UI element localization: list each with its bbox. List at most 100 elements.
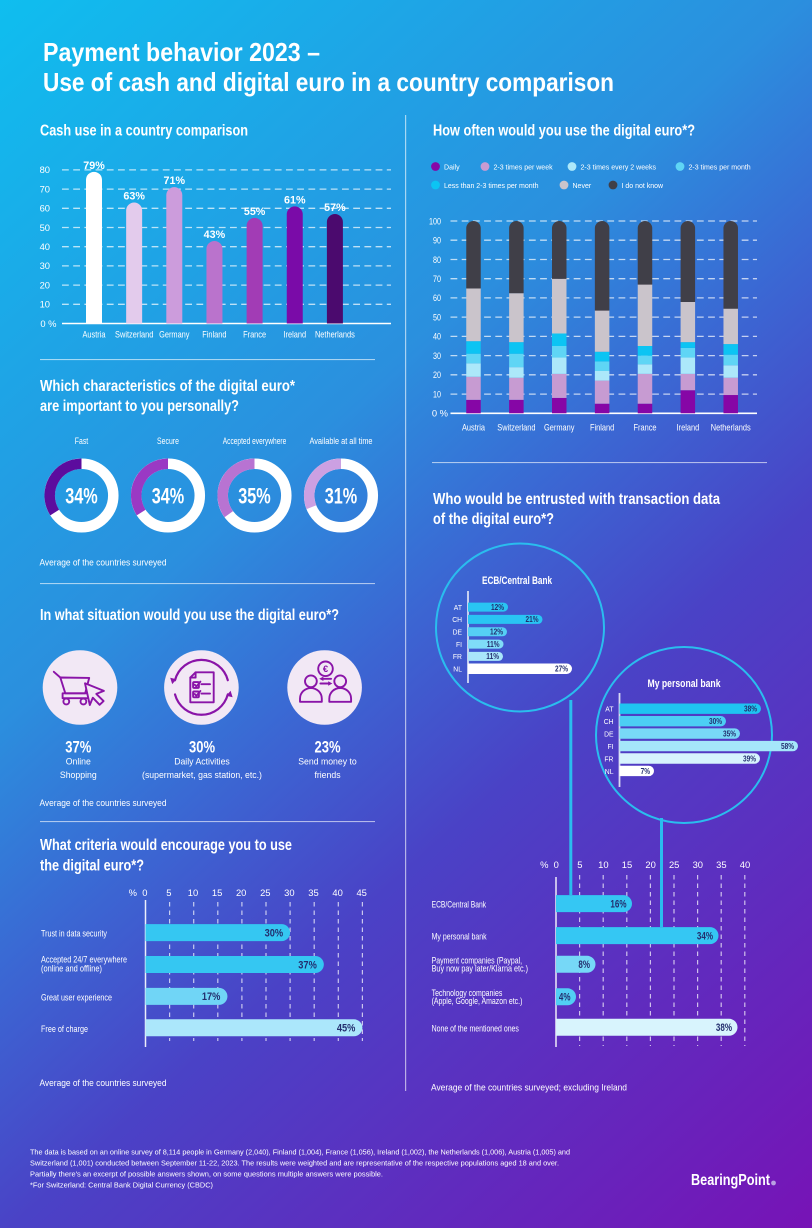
svg-text:30: 30 [693, 859, 703, 870]
svg-text:90: 90 [433, 235, 441, 246]
svg-text:63%: 63% [123, 191, 145, 203]
svg-text:8%: 8% [578, 959, 590, 971]
svg-text:55%: 55% [244, 206, 266, 218]
svg-text:11%: 11% [486, 652, 499, 661]
svg-text:CH: CH [604, 717, 614, 726]
svg-text:My personal bank: My personal bank [432, 932, 487, 942]
svg-text:(online and offline): (online and offline) [41, 963, 102, 973]
svg-text:France: France [634, 423, 657, 433]
svg-text:37%: 37% [65, 738, 91, 756]
svg-text:35: 35 [308, 887, 318, 898]
svg-text:17%: 17% [202, 991, 221, 1003]
svg-text:12%: 12% [490, 628, 503, 637]
svg-text:40: 40 [433, 331, 441, 342]
svg-text:Available at all time: Available at all time [310, 436, 373, 446]
svg-text:Germany: Germany [544, 423, 575, 433]
svg-text:15: 15 [622, 859, 632, 870]
svg-text:12%: 12% [491, 603, 504, 612]
svg-text:40: 40 [740, 859, 750, 870]
svg-text:Switzerland: Switzerland [115, 330, 153, 340]
svg-text:5: 5 [166, 887, 171, 898]
svg-text:7%: 7% [641, 767, 650, 776]
svg-text:NL: NL [605, 767, 614, 776]
svg-text:20: 20 [40, 279, 50, 290]
svg-text:How often would you use the di: How often would you use the digital euro… [433, 123, 695, 140]
svg-text:Average of the countries surve: Average of the countries surveyed [40, 1078, 167, 1088]
svg-text:(Apple, Google, Amazon etc.): (Apple, Google, Amazon etc.) [432, 996, 523, 1006]
svg-text:2-3 times per week: 2-3 times per week [494, 162, 553, 171]
svg-text:Switzerland (1,001) conducted: Switzerland (1,001) conducted between Se… [30, 1159, 559, 1168]
svg-text:Fast: Fast [75, 436, 89, 446]
svg-text:France: France [243, 330, 266, 340]
svg-text:80: 80 [433, 254, 441, 265]
svg-text:Send money to: Send money to [298, 757, 357, 768]
svg-text:Shopping: Shopping [60, 770, 97, 781]
svg-text:Partially there's an excerpt o: Partially there's an excerpt of possible… [30, 1170, 383, 1179]
svg-text:71%: 71% [164, 175, 186, 187]
svg-text:%: % [129, 887, 137, 898]
svg-text:60: 60 [40, 203, 50, 214]
svg-text:Less than 2-3 times per month: Less than 2-3 times per month [444, 181, 539, 190]
svg-text:What criteria would encourage: What criteria would encourage you to use [40, 837, 292, 854]
svg-text:of the digital euro*?: of the digital euro*? [433, 511, 554, 528]
svg-text:Buy now pay later/Klarna etc.): Buy now pay later/Klarna etc.) [432, 964, 528, 974]
svg-text:FI: FI [456, 640, 462, 649]
svg-text:38%: 38% [744, 705, 757, 714]
svg-text:70: 70 [433, 273, 441, 284]
svg-text:DE: DE [604, 729, 613, 738]
svg-text:Netherlands: Netherlands [315, 330, 355, 340]
svg-text:79%: 79% [83, 160, 105, 172]
svg-text:10: 10 [598, 859, 608, 870]
svg-text:60: 60 [433, 292, 441, 303]
svg-text:AT: AT [605, 705, 613, 714]
svg-text:15: 15 [212, 887, 222, 898]
svg-text:35%: 35% [238, 484, 271, 509]
svg-text:31%: 31% [325, 484, 358, 509]
svg-text:25: 25 [260, 887, 270, 898]
svg-text:Germany: Germany [159, 330, 190, 340]
svg-text:50: 50 [40, 222, 50, 233]
svg-text:25: 25 [669, 859, 679, 870]
svg-text:CH: CH [452, 615, 462, 624]
svg-text:34%: 34% [152, 484, 185, 509]
svg-text:Payment companies (Paypal,: Payment companies (Paypal, [432, 955, 522, 965]
svg-text:€: € [323, 664, 329, 675]
svg-text:Free of charge: Free of charge [41, 1024, 88, 1034]
svg-text:Secure: Secure [157, 436, 179, 446]
svg-text:2-3 times per month: 2-3 times per month [689, 162, 751, 171]
svg-text:AT: AT [454, 603, 462, 612]
svg-text:ECB/Central Bank: ECB/Central Bank [482, 575, 553, 587]
svg-text:30: 30 [284, 887, 294, 898]
svg-text:Accepted everywhere: Accepted everywhere [223, 436, 287, 446]
svg-text:%: % [540, 859, 548, 870]
svg-text:30: 30 [433, 350, 441, 361]
svg-text:10: 10 [188, 887, 198, 898]
svg-text:Finland: Finland [590, 423, 614, 433]
svg-text:DE: DE [453, 628, 462, 637]
svg-text:Cash use in a country comparis: Cash use in a country comparison [40, 123, 248, 140]
svg-text:Accepted 24/7 everywhere: Accepted 24/7 everywhere [41, 955, 127, 965]
svg-text:30: 30 [40, 260, 50, 271]
svg-text:NL: NL [453, 665, 462, 674]
svg-text:BearingPoint: BearingPoint [691, 1172, 770, 1189]
svg-text:Finland: Finland [202, 330, 226, 340]
svg-text:0: 0 [142, 887, 147, 898]
svg-text:(supermarket, gas station, etc: (supermarket, gas station, etc.) [142, 770, 262, 781]
svg-text:Which characteristics of the d: Which characteristics of the digital eur… [40, 378, 296, 395]
svg-text:Switzerland: Switzerland [497, 423, 535, 433]
svg-text:61%: 61% [284, 194, 306, 206]
svg-text:Ireland: Ireland [677, 423, 700, 433]
svg-text:0: 0 [554, 859, 559, 870]
svg-text:5: 5 [577, 859, 582, 870]
svg-text:57%: 57% [324, 202, 346, 214]
svg-text:20: 20 [236, 887, 246, 898]
svg-text:20: 20 [645, 859, 655, 870]
svg-text:11%: 11% [487, 640, 500, 649]
svg-text:Technology companies: Technology companies [432, 988, 503, 998]
svg-text:Payment behavior 2023 –: Payment behavior 2023 – [43, 37, 320, 67]
svg-text:34%: 34% [697, 930, 713, 942]
svg-text:58%: 58% [781, 742, 794, 751]
svg-text:23%: 23% [315, 738, 341, 756]
svg-text:43%: 43% [204, 229, 226, 241]
svg-text:0 %: 0 % [432, 408, 448, 419]
